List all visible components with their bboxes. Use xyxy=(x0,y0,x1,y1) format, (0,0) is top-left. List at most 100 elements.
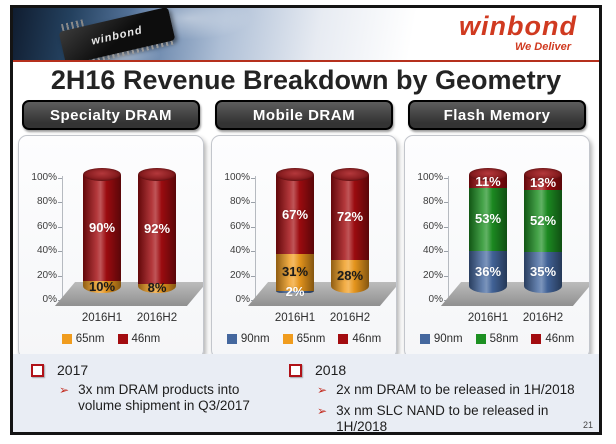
note-item: ➢ 2x nm DRAM to be released in 1H/2018 xyxy=(317,382,579,399)
note-year-label: 2017 xyxy=(57,362,89,378)
note-col-2017: 2017 ➢ 3x nm DRAM products into volume s… xyxy=(31,362,283,432)
segment-label: 11% xyxy=(475,173,501,189)
brand-tagline: We Deliver xyxy=(514,41,571,53)
segment-58nm xyxy=(524,190,562,252)
segment-label: 31% xyxy=(281,264,309,280)
legend-swatch xyxy=(117,334,128,344)
segment-90nm xyxy=(469,250,507,293)
panel-flash-memory: Flash Memory 100% 80% 60% 40% 20% 0% 36% 53% 11%… xyxy=(403,100,591,359)
y-axis-tick: 0% xyxy=(235,294,250,305)
y-axis-tick: 40% xyxy=(422,245,443,257)
segment-label: 13% xyxy=(529,174,557,190)
x-axis-label: 2016H2 xyxy=(522,312,564,324)
y-axis-tick: 40% xyxy=(36,245,57,257)
y-axis-tick: 60% xyxy=(422,220,443,232)
chart-legend: 90nm 58nm 46nm xyxy=(405,333,589,345)
segment-46nm xyxy=(276,175,314,255)
y-axis-tick: 100% xyxy=(31,172,57,183)
panel-title-flash-memory: Flash Memory xyxy=(408,100,586,130)
segment-label: 72% xyxy=(336,209,364,225)
segment-65nm xyxy=(276,254,314,291)
brand-logo: winbond We Deliver xyxy=(459,11,577,54)
legend-item: 65nm xyxy=(282,333,326,345)
y-axis-tickmark xyxy=(251,275,255,277)
y-axis-tickmark xyxy=(58,275,62,277)
chart-specialty-dram: 100% 80% 60% 40% 20% 0% 10% 90% 2016H1 8% 92% 2016H… xyxy=(18,135,204,359)
segment-label: 53% xyxy=(474,211,502,227)
legend-swatch xyxy=(338,334,349,344)
segment-46nm xyxy=(331,175,369,260)
y-axis-tick: 20% xyxy=(36,269,57,281)
chart-mobile-dram: 100% 80% 60% 40% 20% 0% 2% 31% 67% 2016H1 28% 72% 20… xyxy=(211,135,397,359)
segment-label: 36% xyxy=(474,263,502,279)
square-bullet-icon xyxy=(289,363,302,377)
legend-label: 90nm xyxy=(240,333,270,345)
legend-item: 46nm xyxy=(531,333,574,345)
legend-swatch xyxy=(531,334,542,344)
y-axis-tickmark xyxy=(251,202,255,204)
arrow-bullet-icon: ➢ xyxy=(317,383,328,397)
winbond-chip-logo: winbond xyxy=(58,8,176,60)
legend-swatch xyxy=(282,334,293,344)
y-axis-tick: 20% xyxy=(422,269,443,281)
legend-item: 46nm xyxy=(117,333,161,345)
x-axis-label: 2016H2 xyxy=(136,312,178,324)
y-axis-tickmark xyxy=(444,202,448,204)
y-axis-tickmark xyxy=(444,275,448,277)
segment-90nm xyxy=(524,251,562,293)
legend-item: 90nm xyxy=(226,333,270,345)
segment-label: 92% xyxy=(143,221,171,237)
segment-65nm xyxy=(138,283,176,293)
cylinder-cap xyxy=(276,168,314,181)
y-axis-tick: 60% xyxy=(229,220,250,232)
y-axis-tickmark xyxy=(444,251,448,253)
legend-item: 58nm xyxy=(475,333,518,345)
y-axis-tick: 100% xyxy=(224,172,250,183)
chart-legend: 90nm 65nm 46nm xyxy=(212,333,396,345)
cylinder-cap xyxy=(83,168,121,181)
segment-label: 28% xyxy=(336,268,364,284)
legend-label: 46nm xyxy=(352,333,382,345)
segment-65nm xyxy=(331,259,369,293)
segment-label: 10% xyxy=(88,279,116,295)
y-axis-tickmark xyxy=(444,178,448,179)
page-number: 21 xyxy=(582,420,593,430)
note-item-text: 3x nm DRAM products into volume shipment… xyxy=(78,382,250,414)
panel-specialty-dram: Specialty DRAM 100% 80% 60% 40% 20% 0% 10% 90% 2… xyxy=(17,100,205,359)
x-axis-label: 2016H1 xyxy=(81,312,123,324)
legend-label: 90nm xyxy=(433,333,463,345)
cylinder-cap xyxy=(469,168,507,181)
y-axis-tick: 80% xyxy=(422,196,443,208)
note-item: ➢ 3x nm SLC NAND to be released in 1H/20… xyxy=(317,403,579,432)
legend-swatch xyxy=(419,334,430,344)
segment-65nm xyxy=(83,281,121,293)
segment-label: 90% xyxy=(88,220,116,236)
arrow-bullet-icon: ➢ xyxy=(317,403,328,418)
legend-label: 46nm xyxy=(545,333,575,345)
y-axis-line xyxy=(62,176,63,306)
panel-mobile-dram: Mobile DRAM 100% 80% 60% 40% 20% 0% 2% 31% 67% 20… xyxy=(210,100,398,359)
legend-label: 65nm xyxy=(75,333,105,345)
y-axis-tick: 40% xyxy=(229,245,250,257)
y-axis-tick: 80% xyxy=(36,196,57,208)
legend-label: 46nm xyxy=(131,333,161,345)
note-year-2018: 2018 xyxy=(289,362,579,378)
brand-name: winbond xyxy=(459,11,577,41)
segment-58nm xyxy=(469,188,507,251)
y-axis-tickmark xyxy=(58,226,62,228)
chart-floor xyxy=(440,282,589,306)
note-col-2018: 2018 ➢ 2x nm DRAM to be released in 1H/2… xyxy=(289,362,579,432)
segment-label: 2% xyxy=(285,283,305,299)
y-axis-tickmark xyxy=(251,226,255,228)
slide: winbond winbond We Deliver 2H16 Revenue … xyxy=(10,5,602,435)
y-axis-line xyxy=(448,176,449,306)
segment-46nm xyxy=(83,175,121,282)
legend-label: 65nm xyxy=(296,333,326,345)
note-year-2017: 2017 xyxy=(31,362,283,378)
y-axis-tickmark xyxy=(58,178,62,179)
legend-item: 46nm xyxy=(338,333,381,345)
legend-item: 65nm xyxy=(61,333,105,345)
y-axis-tick: 0% xyxy=(42,294,57,305)
y-axis-tick: 80% xyxy=(229,196,250,208)
slide-header: winbond winbond We Deliver xyxy=(13,8,599,60)
